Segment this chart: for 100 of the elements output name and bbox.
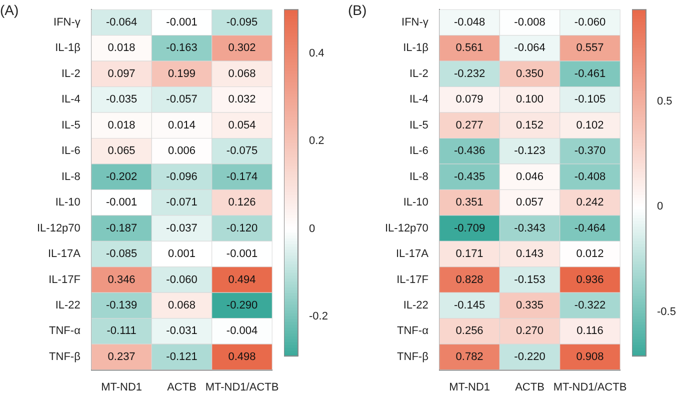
data-label: 0.302 bbox=[228, 42, 256, 54]
data-label: 0.014 bbox=[168, 119, 196, 132]
data-label: 0.242 bbox=[576, 196, 604, 209]
data-label: 0.277 bbox=[456, 119, 484, 132]
data-label: -0.121 bbox=[166, 350, 198, 363]
y-tick-label: IL-4 bbox=[409, 94, 428, 106]
data-label: -0.095 bbox=[226, 16, 258, 28]
data-label: 0.001 bbox=[168, 248, 196, 260]
data-label: 0.054 bbox=[228, 119, 256, 132]
data-label: 0.270 bbox=[516, 325, 544, 338]
data-label: -0.174 bbox=[226, 170, 258, 183]
data-label: 0.171 bbox=[456, 248, 484, 260]
y-tick-label: IL-6 bbox=[409, 145, 428, 158]
y-tick-label: TNF-β bbox=[397, 350, 428, 363]
color-bar-label: -0.2 bbox=[309, 310, 328, 323]
color-bar-label: 0 bbox=[309, 222, 316, 235]
data-label: -0.071 bbox=[166, 196, 198, 209]
y-tick-label: IL-22 bbox=[55, 300, 80, 312]
data-label: -0.202 bbox=[106, 170, 138, 183]
data-label: -0.075 bbox=[226, 145, 258, 158]
data-label: 0.828 bbox=[456, 274, 484, 286]
y-tick-label: IL-8 bbox=[61, 170, 80, 183]
data-label: 0.256 bbox=[456, 325, 484, 338]
data-label: 0.032 bbox=[228, 94, 256, 106]
data-label: -0.035 bbox=[106, 94, 138, 106]
y-tick-label: IL-5 bbox=[61, 119, 80, 132]
data-label: -0.232 bbox=[454, 68, 486, 80]
data-label: -0.064 bbox=[514, 42, 546, 54]
data-label: 0.065 bbox=[108, 145, 136, 158]
y-tick-label: IL-17F bbox=[396, 274, 429, 286]
y-tick-label: IL-12p70 bbox=[384, 222, 428, 234]
data-label: -0.105 bbox=[574, 94, 606, 106]
y-tick-label: IL-17A bbox=[396, 248, 430, 260]
data-label: -0.153 bbox=[514, 274, 546, 286]
y-tick-label: IL-4 bbox=[61, 94, 80, 106]
data-label: -0.145 bbox=[454, 300, 486, 312]
y-tick-label: IFN-γ bbox=[54, 16, 81, 28]
data-label: 0.143 bbox=[516, 248, 544, 260]
data-label: 0.350 bbox=[516, 68, 544, 80]
data-label: 0.018 bbox=[108, 119, 136, 132]
data-label: -0.163 bbox=[166, 42, 198, 54]
data-label: -0.085 bbox=[106, 248, 138, 260]
data-label: 0.199 bbox=[168, 68, 196, 80]
y-tick-label: IL-17A bbox=[48, 248, 82, 260]
y-tick-label: IL-1β bbox=[55, 42, 80, 54]
data-label: 0.097 bbox=[108, 68, 136, 80]
data-label: 0.782 bbox=[456, 350, 484, 363]
y-tick-label: IL-2 bbox=[61, 68, 80, 80]
data-label: 0.046 bbox=[516, 170, 544, 183]
x-tick-label: MT-ND1 bbox=[101, 381, 142, 394]
color-bar-label: 0 bbox=[657, 200, 664, 213]
y-tick-label: TNF-β bbox=[49, 350, 80, 363]
data-label: 0.237 bbox=[108, 350, 136, 363]
y-tick-label: IFN-γ bbox=[402, 16, 429, 28]
y-tick-label: IL-10 bbox=[403, 196, 428, 209]
data-label: -0.037 bbox=[166, 222, 198, 234]
data-label: 0.561 bbox=[456, 42, 484, 54]
data-label: -0.220 bbox=[514, 350, 546, 363]
data-label: -0.461 bbox=[574, 68, 606, 80]
data-label: -0.057 bbox=[166, 94, 198, 106]
data-label: 0.557 bbox=[576, 42, 604, 54]
y-tick-label: IL-6 bbox=[61, 145, 80, 158]
y-tick-label: IL-22 bbox=[403, 300, 428, 312]
data-label: 0.936 bbox=[576, 274, 604, 286]
color-bar-label: -0.5 bbox=[657, 306, 676, 318]
data-label: -0.060 bbox=[166, 274, 198, 286]
y-tick-label: IL-8 bbox=[409, 170, 428, 183]
data-label: -0.064 bbox=[106, 16, 138, 28]
chart-title: (B) bbox=[348, 2, 367, 18]
data-label: -0.008 bbox=[514, 16, 546, 28]
data-label: -0.001 bbox=[226, 248, 258, 260]
data-label: -0.370 bbox=[574, 145, 606, 158]
data-label: -0.322 bbox=[574, 300, 606, 312]
data-label: 0.018 bbox=[108, 42, 136, 54]
data-label: -0.031 bbox=[166, 325, 198, 338]
x-tick-label: MT-ND1/ACTB bbox=[205, 381, 279, 394]
data-label: -0.436 bbox=[454, 145, 486, 158]
data-label: -0.290 bbox=[226, 300, 258, 312]
data-label: 0.079 bbox=[456, 94, 484, 106]
x-tick-label: ACTB bbox=[167, 381, 196, 394]
color-bar-label: 0.2 bbox=[309, 135, 324, 148]
x-tick-label: ACTB bbox=[515, 381, 544, 394]
data-label: -0.464 bbox=[574, 222, 606, 234]
data-label: -0.111 bbox=[106, 325, 136, 338]
y-tick-label: IL-5 bbox=[409, 119, 428, 132]
data-label: 0.116 bbox=[576, 325, 604, 338]
data-label: 0.102 bbox=[576, 119, 604, 132]
chart-title: (A) bbox=[0, 2, 19, 18]
data-label: 0.068 bbox=[228, 68, 256, 80]
data-label: 0.100 bbox=[516, 94, 544, 106]
data-label: 0.126 bbox=[228, 196, 256, 209]
data-label: -0.408 bbox=[574, 170, 606, 183]
y-tick-label: IL-2 bbox=[409, 68, 428, 80]
data-label: 0.498 bbox=[228, 350, 256, 363]
data-label: -0.120 bbox=[226, 222, 258, 234]
color-bar-label: 0.4 bbox=[309, 47, 324, 60]
data-label: -0.001 bbox=[166, 16, 198, 28]
data-label: -0.004 bbox=[226, 325, 258, 338]
data-label: -0.343 bbox=[514, 222, 546, 234]
data-label: -0.709 bbox=[454, 222, 486, 234]
